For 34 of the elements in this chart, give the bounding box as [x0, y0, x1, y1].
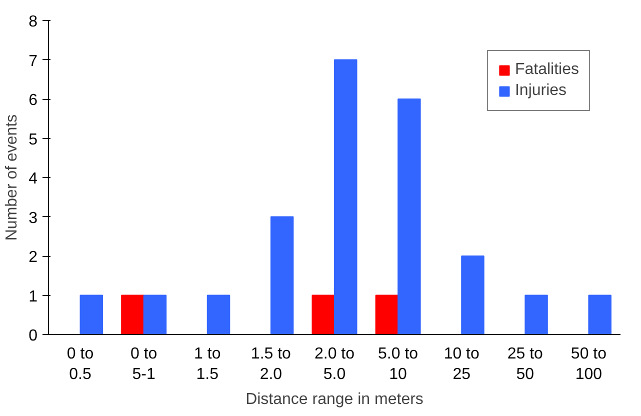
- x-tick-label: 0 to 5-1: [130, 346, 158, 383]
- y-tick-label: 8: [28, 14, 38, 30]
- y-tick-label: 1: [28, 288, 38, 306]
- bar: [375, 294, 399, 334]
- bar: [143, 294, 167, 334]
- y-tick-label: 7: [28, 52, 38, 70]
- bar: [398, 98, 421, 334]
- bar: [524, 294, 548, 334]
- legend-label: Injuries: [514, 82, 567, 100]
- y-tick-label: 5: [28, 131, 38, 148]
- x-tick-label: 25 to 50: [507, 346, 544, 383]
- x-tick-label: 1 to 1.5: [194, 346, 221, 383]
- legend-label: Fatalities: [514, 61, 579, 79]
- bar: [206, 294, 230, 334]
- y-tick-label: 4: [28, 170, 38, 188]
- bar: [121, 294, 144, 334]
- y-tick-label: 0: [28, 328, 38, 344]
- bar: [588, 294, 612, 334]
- x-tick-label: 0 to 0.5: [66, 346, 94, 383]
- bar: [270, 216, 294, 334]
- x-tick-label: 5.0 to 10: [378, 346, 418, 383]
- bar: [461, 256, 484, 334]
- bar: [80, 294, 104, 334]
- y-axis-title: Number of events: [4, 114, 21, 241]
- x-tick-label: 1.5 to 2.0: [250, 346, 292, 383]
- y-tick-label: 2: [28, 249, 38, 266]
- bar: [312, 294, 335, 334]
- x-tick-label: 50 to 100: [570, 346, 607, 383]
- x-tick-label: 2.0 to 5.0: [314, 346, 355, 383]
- y-tick-label: 3: [28, 210, 38, 227]
- y-tick-label: 6: [28, 92, 38, 109]
- x-tick-label: 10 to 25: [444, 346, 480, 383]
- x-axis-title: Distance range in meters: [246, 390, 424, 408]
- bar: [334, 59, 358, 334]
